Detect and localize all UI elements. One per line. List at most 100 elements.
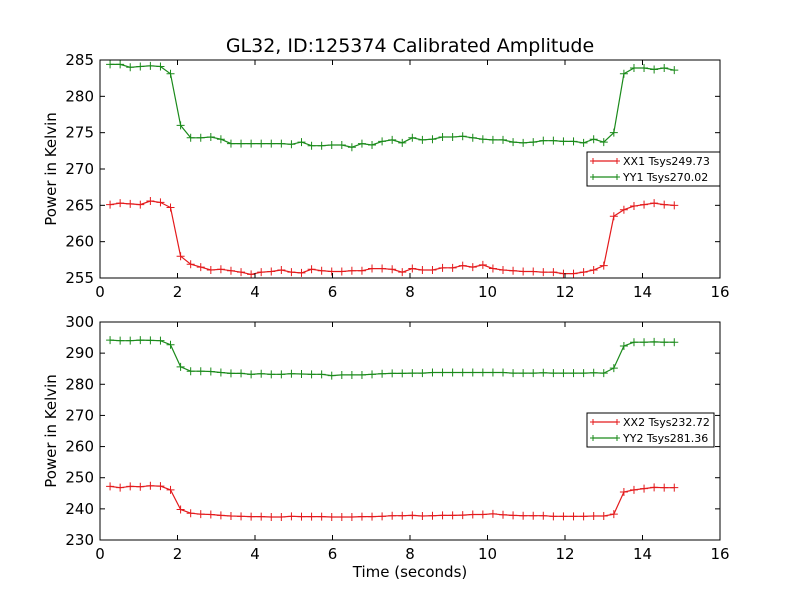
x-tick-label: 2 [173,283,183,301]
data-point [327,512,336,521]
legend-marker [590,435,620,441]
data-point [287,140,296,149]
data-point [297,138,306,147]
data-point [478,135,487,144]
data-point [226,266,235,275]
data-point [458,261,467,270]
data-point [226,139,235,148]
data-point [327,141,336,150]
data-point [519,369,528,378]
data-point [670,483,679,492]
data-point [539,268,548,277]
legend-marker [590,158,620,164]
data-point [136,482,145,491]
data-point [196,263,205,272]
data-point [176,252,185,261]
data-point [287,512,296,521]
y-tick-label: 290 [65,344,94,362]
data-point [146,336,155,345]
legend: XX1 Tsys249.73 YY1 Tsys270.02 [586,151,721,187]
data-point [347,512,356,521]
data-point [549,136,558,145]
data-point [509,266,518,275]
data-point [488,264,497,273]
x-tick-label: 0 [95,545,105,563]
data-point [619,341,628,350]
data-point [166,485,175,494]
x-tick-label: 6 [328,545,338,563]
y-tick-label: 240 [65,500,94,518]
data-point [398,268,407,277]
data-point [398,511,407,520]
data-point [660,483,669,492]
data-point [569,137,578,146]
data-point [609,364,618,373]
data-point [670,66,679,75]
data-point [408,264,417,273]
data-point [176,121,185,130]
data-point [650,337,659,346]
data-point [589,266,598,275]
data-point [660,63,669,72]
data-point [589,135,598,144]
data-point [609,212,618,221]
data-point [347,370,356,379]
data-point [418,135,427,144]
data-point [640,484,649,493]
data-point [579,369,588,378]
x-tick-label: 14 [633,545,652,563]
data-point [418,512,427,521]
data-point [186,260,195,269]
data-point [589,368,598,377]
data-point [267,370,276,379]
x-tick-label: 12 [555,545,574,563]
data-point [267,512,276,521]
data-point [539,511,548,520]
data-point [418,266,427,275]
data-point [357,370,366,379]
data-point [317,370,326,379]
data-point [579,512,588,521]
data-point [216,135,225,144]
data-point [106,336,115,345]
y-tick-label: 270 [65,406,94,424]
data-point [267,267,276,276]
data-point [519,138,528,147]
data-point [589,512,598,521]
data-point [388,511,397,520]
data-point [418,369,427,378]
data-point [297,370,306,379]
data-point [499,510,507,519]
data-point [166,69,175,78]
data-point [539,368,548,377]
data-point [629,485,638,494]
data-point [368,264,377,273]
data-point [166,203,175,212]
data-point [640,63,649,72]
data-point [237,268,246,277]
data-point [206,133,215,142]
data-point [186,367,195,376]
data-point [499,266,507,275]
data-point [307,265,316,274]
data-point [136,200,145,209]
series-1 [106,196,679,279]
data-point [196,133,205,142]
data-point [106,482,115,491]
data-point [146,481,155,490]
data-point [327,371,336,380]
data-point [156,482,165,491]
data-point [247,512,256,521]
data-point [126,199,135,208]
data-point [237,512,246,521]
y-tick-label: 250 [65,469,94,487]
data-point [559,512,568,521]
y-tick-label: 280 [65,87,94,105]
data-point [156,198,165,207]
data-point [650,483,659,492]
data-point [629,63,638,72]
legend: XX2 Tsys232.72 YY2 Tsys281.36 [586,412,715,448]
data-point [378,512,387,521]
data-point [378,264,387,273]
